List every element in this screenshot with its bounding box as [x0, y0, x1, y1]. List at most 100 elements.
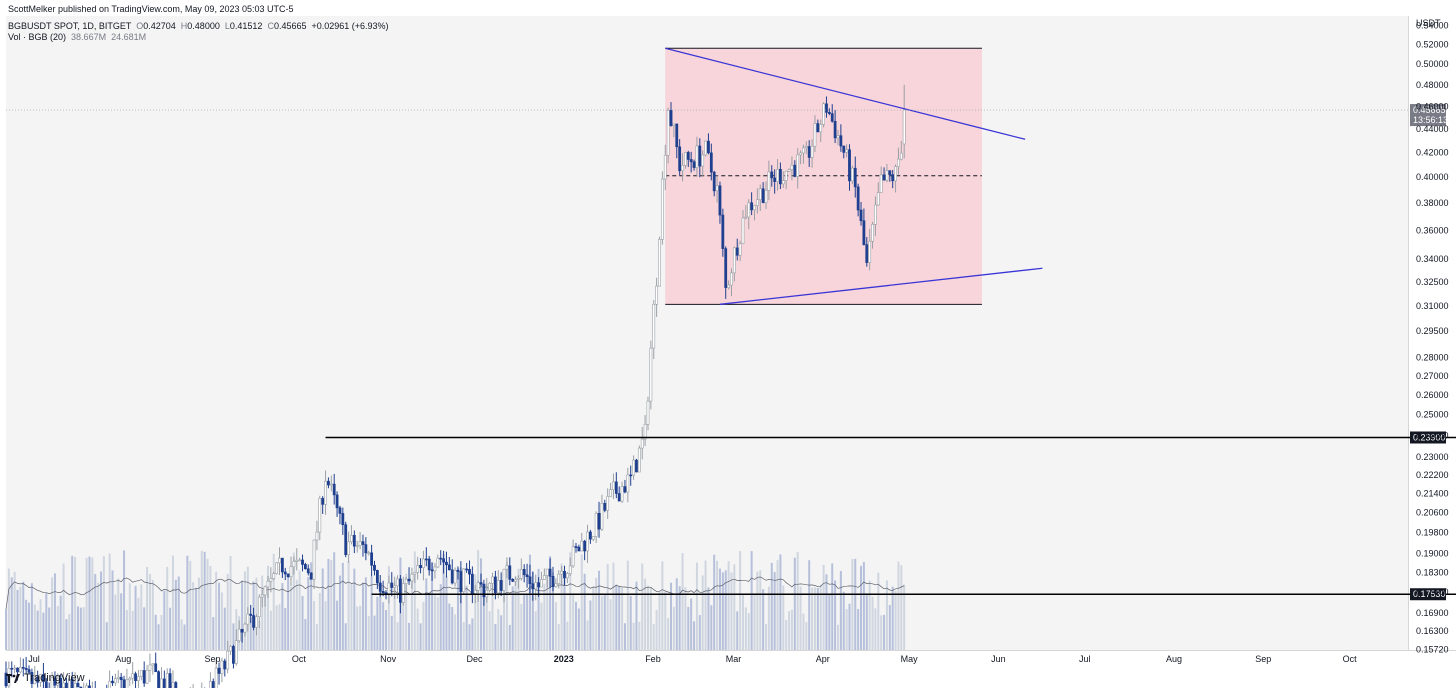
volume-bar	[811, 587, 814, 650]
volume-bar	[51, 577, 54, 650]
candle-body	[799, 152, 802, 156]
candle-body	[902, 109, 906, 145]
volume-bar	[174, 579, 177, 650]
volume-bar	[42, 612, 45, 650]
volume-bar	[140, 584, 143, 650]
candle-body	[174, 682, 178, 688]
volume-bar	[883, 614, 886, 650]
volume-bar	[166, 566, 169, 650]
volume-bar	[284, 607, 287, 650]
volume-bar	[834, 580, 837, 650]
candle-body	[275, 562, 279, 574]
candle-body	[773, 177, 777, 182]
candle-body	[845, 149, 849, 153]
volume-bar	[192, 582, 195, 650]
candle-body	[882, 174, 886, 181]
last-price-tag-text: 0.45665	[1413, 105, 1446, 115]
candle-body	[122, 679, 126, 688]
volume-bar	[903, 584, 906, 650]
volume-bar	[344, 623, 347, 650]
candle-body	[13, 667, 17, 670]
candle-body	[813, 123, 817, 147]
volume-bar	[782, 585, 785, 650]
volume-bar	[517, 568, 520, 650]
price-tick-label: 0.18300	[1416, 568, 1449, 578]
candle-body	[79, 686, 83, 688]
candle-body	[580, 540, 584, 552]
last-price-tag	[1410, 104, 1446, 127]
candle-body	[456, 569, 460, 572]
candle-body	[839, 135, 843, 147]
candle-body	[16, 667, 19, 673]
price-tick-label: 0.16900	[1416, 608, 1449, 618]
volume-bar	[580, 554, 583, 650]
candle-body	[859, 209, 863, 222]
volume-bar	[382, 602, 385, 650]
candle-body	[255, 616, 258, 628]
tradingview-logo[interactable]: TradingView	[6, 672, 85, 684]
volume-bar	[131, 610, 134, 650]
volume-bar	[842, 591, 845, 650]
volume-bar	[511, 586, 514, 650]
volume-bar	[264, 587, 267, 650]
volume-bar	[290, 586, 293, 650]
candle-body	[649, 347, 653, 402]
volume-bar	[410, 573, 413, 650]
volume-bar	[563, 577, 566, 650]
candle-body	[160, 678, 163, 688]
volume-bar	[641, 563, 644, 650]
candle-body	[698, 145, 702, 167]
volume-bar	[114, 594, 117, 650]
candle-body	[537, 582, 540, 588]
volume-bar	[646, 585, 649, 650]
candle-body	[154, 663, 158, 672]
price-axis[interactable]: 0.54000 0.52000 0.50000 0.48000 0.46000 0.440…	[1416, 20, 1449, 654]
candle-body	[442, 558, 445, 563]
volume-bar	[485, 583, 488, 650]
volume-bar	[606, 564, 609, 650]
candle-body	[257, 596, 261, 618]
price-tick-label: 0.24000	[1416, 430, 1449, 440]
candle-body	[684, 152, 687, 166]
volume-bar	[894, 590, 897, 650]
volume-bar	[494, 624, 497, 650]
candle-body	[528, 576, 532, 585]
candle-body	[352, 535, 356, 547]
volume-bar	[762, 589, 765, 650]
volume-bar	[710, 605, 713, 650]
candle-body	[295, 559, 299, 562]
symbol-legend[interactable]: BGBUSDT SPOT, 1D, BITGET O0.42704 H0.480…	[8, 21, 389, 31]
candle-body	[332, 483, 336, 496]
candle-body	[33, 676, 37, 684]
candle-body	[280, 557, 284, 573]
candle-body	[21, 667, 25, 669]
low-value: 0.41512	[229, 21, 263, 31]
volume-bar	[612, 562, 615, 650]
candle-body	[646, 400, 650, 425]
volume-bar	[71, 555, 74, 650]
volume-bar	[799, 586, 802, 650]
time-axis[interactable]: Jul Aug Sep Oct Nov Dec 2023 Feb Mar Apr May Jun Jul…	[28, 654, 1357, 664]
candle-body	[842, 145, 846, 153]
time-tick-label: Aug	[1166, 654, 1182, 664]
volume-legend[interactable]: Vol · BGB (20) 38.667M 24.681M	[8, 32, 146, 42]
low-label: L	[224, 21, 230, 31]
volume-bar	[243, 571, 246, 650]
candle-body	[707, 140, 710, 154]
volume-bar	[408, 622, 411, 650]
volume-bar	[857, 609, 860, 650]
volume-bar	[359, 605, 362, 650]
candle-body	[318, 498, 322, 533]
candle-body	[42, 674, 45, 682]
candle-body	[519, 569, 523, 579]
candle-body	[681, 164, 684, 172]
volume-bar	[693, 621, 696, 650]
candle-body	[790, 164, 794, 170]
candle-body	[335, 494, 339, 509]
price-tick-label: 0.38000	[1416, 198, 1449, 208]
candle-body	[848, 149, 851, 182]
candle-body	[445, 561, 448, 566]
candle-body	[833, 120, 837, 139]
price-tick-label: 0.36000	[1416, 225, 1449, 235]
